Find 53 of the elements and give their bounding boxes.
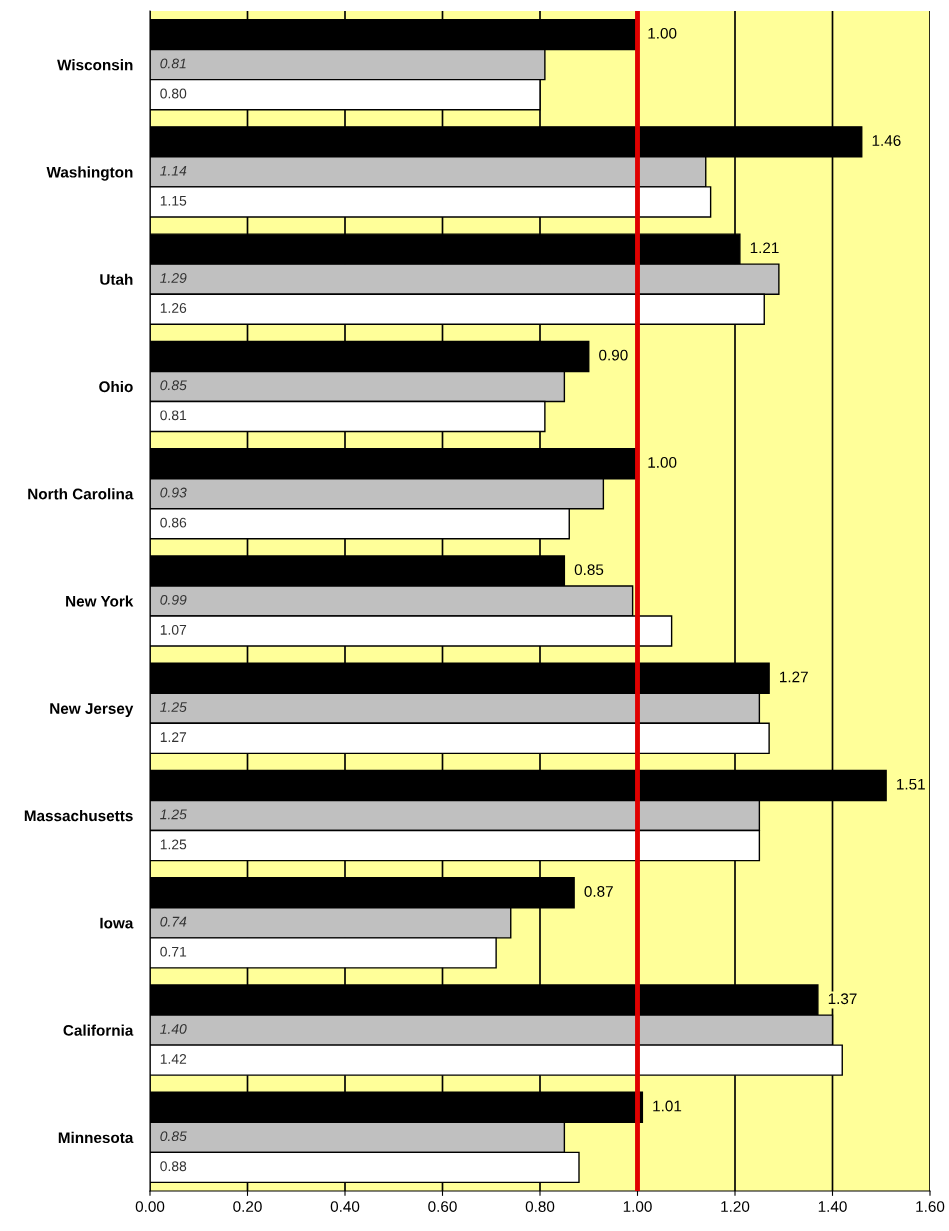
data-label: 0.85 (160, 380, 187, 391)
data-label: 0.86 (160, 517, 187, 528)
data-label: 1.37 (828, 993, 857, 1005)
y-tick-label: New Jersey (50, 703, 134, 717)
y-tick-label: California (63, 1024, 134, 1036)
x-tick-label: 0.00 (135, 1201, 165, 1212)
data-label: 1.25 (160, 702, 187, 712)
y-tick-label: Utah (100, 273, 133, 285)
data-label: 1.21 (750, 242, 779, 254)
data-label: 0.85 (574, 564, 604, 576)
data-label: 1.51 (897, 778, 925, 790)
data-label: 1.25 (160, 809, 187, 820)
data-label: 1.46 (872, 135, 901, 146)
x-tick-label: 1.40 (818, 1201, 847, 1212)
data-label: 1.14 (160, 165, 187, 176)
y-tick-label: New York (66, 595, 134, 607)
x-tick-label: 1.60 (916, 1201, 945, 1212)
y-tick-label: Minnesota (58, 1131, 134, 1144)
data-label: 0.81 (160, 58, 186, 69)
data-label: 1.00 (648, 456, 677, 468)
y-tick-label: Massachusetts (24, 810, 133, 822)
data-label: 1.07 (160, 624, 187, 635)
data-label: 1.40 (160, 1023, 187, 1034)
data-label: 1.26 (160, 303, 187, 313)
data-label: 0.87 (584, 886, 613, 897)
data-label: 0.74 (160, 916, 187, 927)
data-label: 1.01 (653, 1100, 682, 1112)
y-tick-label: Iowa (100, 917, 134, 929)
data-label: 0.71 (160, 946, 187, 957)
x-tick-label: 1.00 (623, 1201, 652, 1212)
data-label: 1.27 (160, 732, 187, 742)
data-label: 0.99 (160, 594, 187, 605)
y-tick-label: Ohio (99, 380, 133, 393)
data-label: 0.90 (599, 349, 628, 361)
data-label: 0.80 (160, 88, 187, 99)
data-label: 1.27 (780, 671, 808, 683)
data-label: 1.42 (160, 1054, 187, 1064)
data-label: 0.88 (160, 1161, 187, 1172)
y-tick-label: Washington (46, 166, 133, 181)
y-tick-label: Wisconsin (57, 59, 133, 71)
data-label: 0.85 (160, 1131, 187, 1142)
data-label: 1.29 (160, 273, 187, 283)
x-tick-label: 1.20 (721, 1201, 750, 1212)
data-label: 1.25 (160, 839, 187, 850)
x-tick-label: 0.60 (428, 1201, 457, 1212)
x-tick-label: 0.40 (330, 1201, 360, 1212)
x-tick-label: 0.20 (233, 1201, 262, 1212)
data-label: 0.81 (160, 410, 187, 421)
data-label: 0.93 (160, 487, 187, 498)
y-tick-label: North Carolina (28, 488, 134, 500)
x-tick-label: 0.80 (525, 1201, 555, 1212)
data-label: 1.15 (160, 195, 187, 206)
data-label: 1.00 (648, 27, 677, 39)
